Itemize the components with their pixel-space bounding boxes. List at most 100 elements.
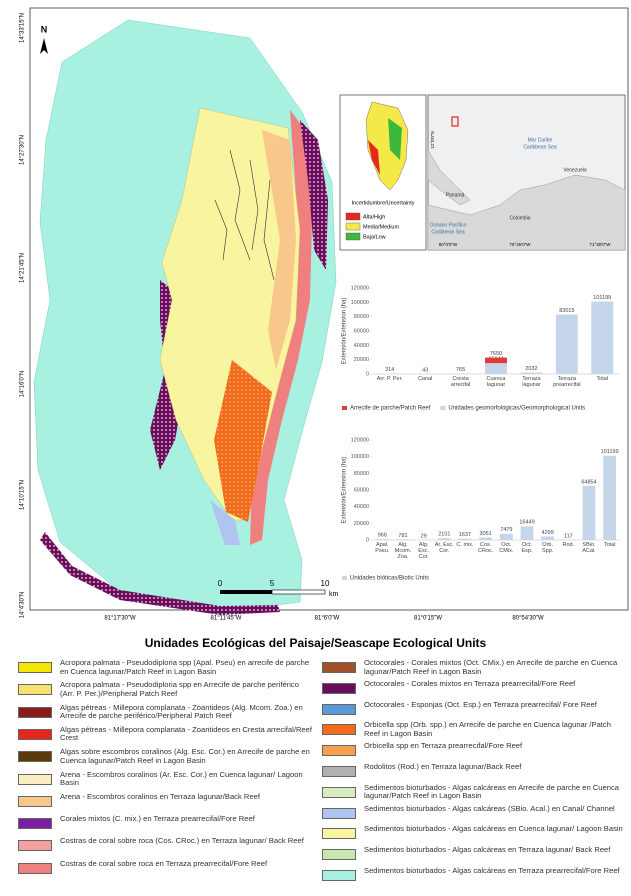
bar [485,357,507,364]
legend-label: Orbicella spp en Terraza prearrecifal/Fo… [364,741,523,751]
place-label: Océano Pacífico [430,222,467,228]
x-tick-label: Apal. Pseu. [375,542,390,554]
scale-bar [220,589,326,595]
inset-high [368,140,380,175]
value-label: 43 [422,367,428,373]
y-tick-label: 80000 [354,471,369,477]
bar [555,314,578,374]
legend-swatch [322,786,356,798]
x-tick-label-box: Cuenca lagunar [486,376,506,388]
x-tick-label: Arr. P. Per. [376,376,403,382]
x-tick-label-box: Alg. Mcom. Zoa. [394,542,412,560]
x-tick-label-box: Terraza lagunar [522,376,541,388]
lat-label: 14°21'45"N [20,253,26,283]
orbicella [214,360,272,522]
legend-swatch [18,706,52,718]
x-tick-label: Rod. [562,542,575,548]
legend-label: Sedimentos bioturbados - Algas calcáreas… [364,782,619,801]
x-tick-label: Terraza prearrecifal [553,376,581,388]
value-label: 7650 [490,351,502,357]
x-tick-label-box: SBio. ACal. [582,542,596,554]
coord-label: 71°30'0"W [589,242,611,247]
legend-label: Algas pétreas - Millepora complanata - Z… [60,724,312,743]
y-tick-label: 60000 [354,487,369,493]
legend-label: Unidades bióticas/Biotic Units [350,576,429,582]
legend-label: Octocorales - Esponjas (Oct. Esp.) en Te… [364,699,597,709]
legend-swatch [18,751,52,763]
x-tick-label: Terraza lagunar [522,376,541,388]
x-tick-label: C. mix. [456,542,474,548]
bar [591,301,614,374]
lon-label: 81°17'30"W [104,616,136,622]
lat-label: 14°10'15"N [20,480,26,510]
x-tick-label-box: C. mix. [456,542,474,548]
legend-swatch [322,662,356,673]
bar [499,533,513,540]
coord-label: 75°45'0"W [509,242,531,247]
legend-label: Acropora palmata - Pseudodiploria spp en… [60,680,299,698]
bar [485,363,507,374]
x-tick-label-box: Cresta arrecifal [450,376,471,388]
x-tick-label: Alg. Mcom. Zoa. [394,542,412,560]
legend-label: Arrecife de parche/Patch Reef [350,406,431,412]
legend-label: Unidades geomorfológicas/Geomorphologica… [448,406,585,412]
legend-label: Arena - Escombros coralinos en Terraza l… [60,791,260,801]
x-tick-label-box: Oct. CMix. [499,542,513,554]
x-tick-label: SBio. ACal. [582,542,596,554]
y-tick-label: 120000 [351,285,369,291]
value-label: 781 [398,533,407,539]
y-tick-label: 40000 [354,504,369,510]
value-label: 101199 [593,295,611,301]
north-arrow [40,38,48,54]
uncertainty-swatch [345,222,361,231]
coord-label: 12°0'0"N [430,131,435,149]
y-tick-label: 80000 [354,314,369,320]
legend-label: Costras de coral sobre roca en Terraza p… [60,858,268,868]
y-tick-label: 120000 [351,437,369,443]
x-tick-label: Orb. Spp. [541,542,554,554]
legend-label: Sedimentos bioturbados - Algas calcáreas… [364,803,615,813]
inset-legend-title: Incertidumbre/Uncertainty [352,200,415,206]
x-tick-label: Cresta arrecifal [450,376,471,388]
place-label: Caribbean Sea [431,229,465,235]
uncertainty-label: Baja/Low [363,234,386,240]
inset-low [388,118,402,160]
legend-label: Sedimentos bioturbados - Algas calcáreas… [364,824,623,834]
locator-marker [451,116,459,127]
north-label: N [41,24,48,34]
legend-label: Octocorales - Corales mixtos (Oct. CMix.… [364,658,618,676]
legend-label: Arena - Escombros coralinos (Ar. Esc. Co… [60,769,303,787]
x-tick-label-box: Ar. Esc. Cor. [434,542,454,554]
legend-swatch [18,728,52,740]
bar [437,538,451,540]
bar [449,373,472,374]
value-label: 2032 [525,366,537,372]
legend-swatch [18,840,52,852]
y-tick-label: 20000 [354,521,369,527]
legend-swatch [440,406,446,410]
legend-label: Algas sobre escombros coralinos (Alg. Es… [60,747,310,765]
x-tick-label: Ar. Esc. Cor. [434,542,454,554]
channel [210,500,240,545]
legend-swatch [18,818,52,830]
scale-unit: km [329,591,339,598]
y-axis-label: Extensión/Extension (ha) [342,457,348,524]
value-label: 1637 [459,532,471,538]
place-label: Venezuela [563,167,587,173]
value-label: 966 [378,533,387,539]
back-reef [262,130,296,370]
x-tick-label: Cuenca lagunar [486,376,506,388]
legend: Unidades Ecológicas del Paisaje/Seascape… [0,630,631,896]
legend-swatch [322,807,356,819]
inset-legend: Alta/High Media/Medium Baja/Low [345,212,399,240]
x-tick-label: Total [603,542,616,548]
legend-label: Orbicella spp (Orb. spp.) en Arrecife de… [364,720,611,738]
value-label: 83015 [559,308,574,314]
legend-label: Corales mixtos (C. mix.) en Terraza prea… [60,814,255,824]
x-tick-label: Cos. CRoc. [478,542,494,554]
lat-label: 14°16'0"N [20,371,26,398]
lon-label: 81°0'15"W [414,616,442,622]
lat-label: 14°27'30"N [20,135,26,165]
scale-label: 5 [270,579,275,588]
